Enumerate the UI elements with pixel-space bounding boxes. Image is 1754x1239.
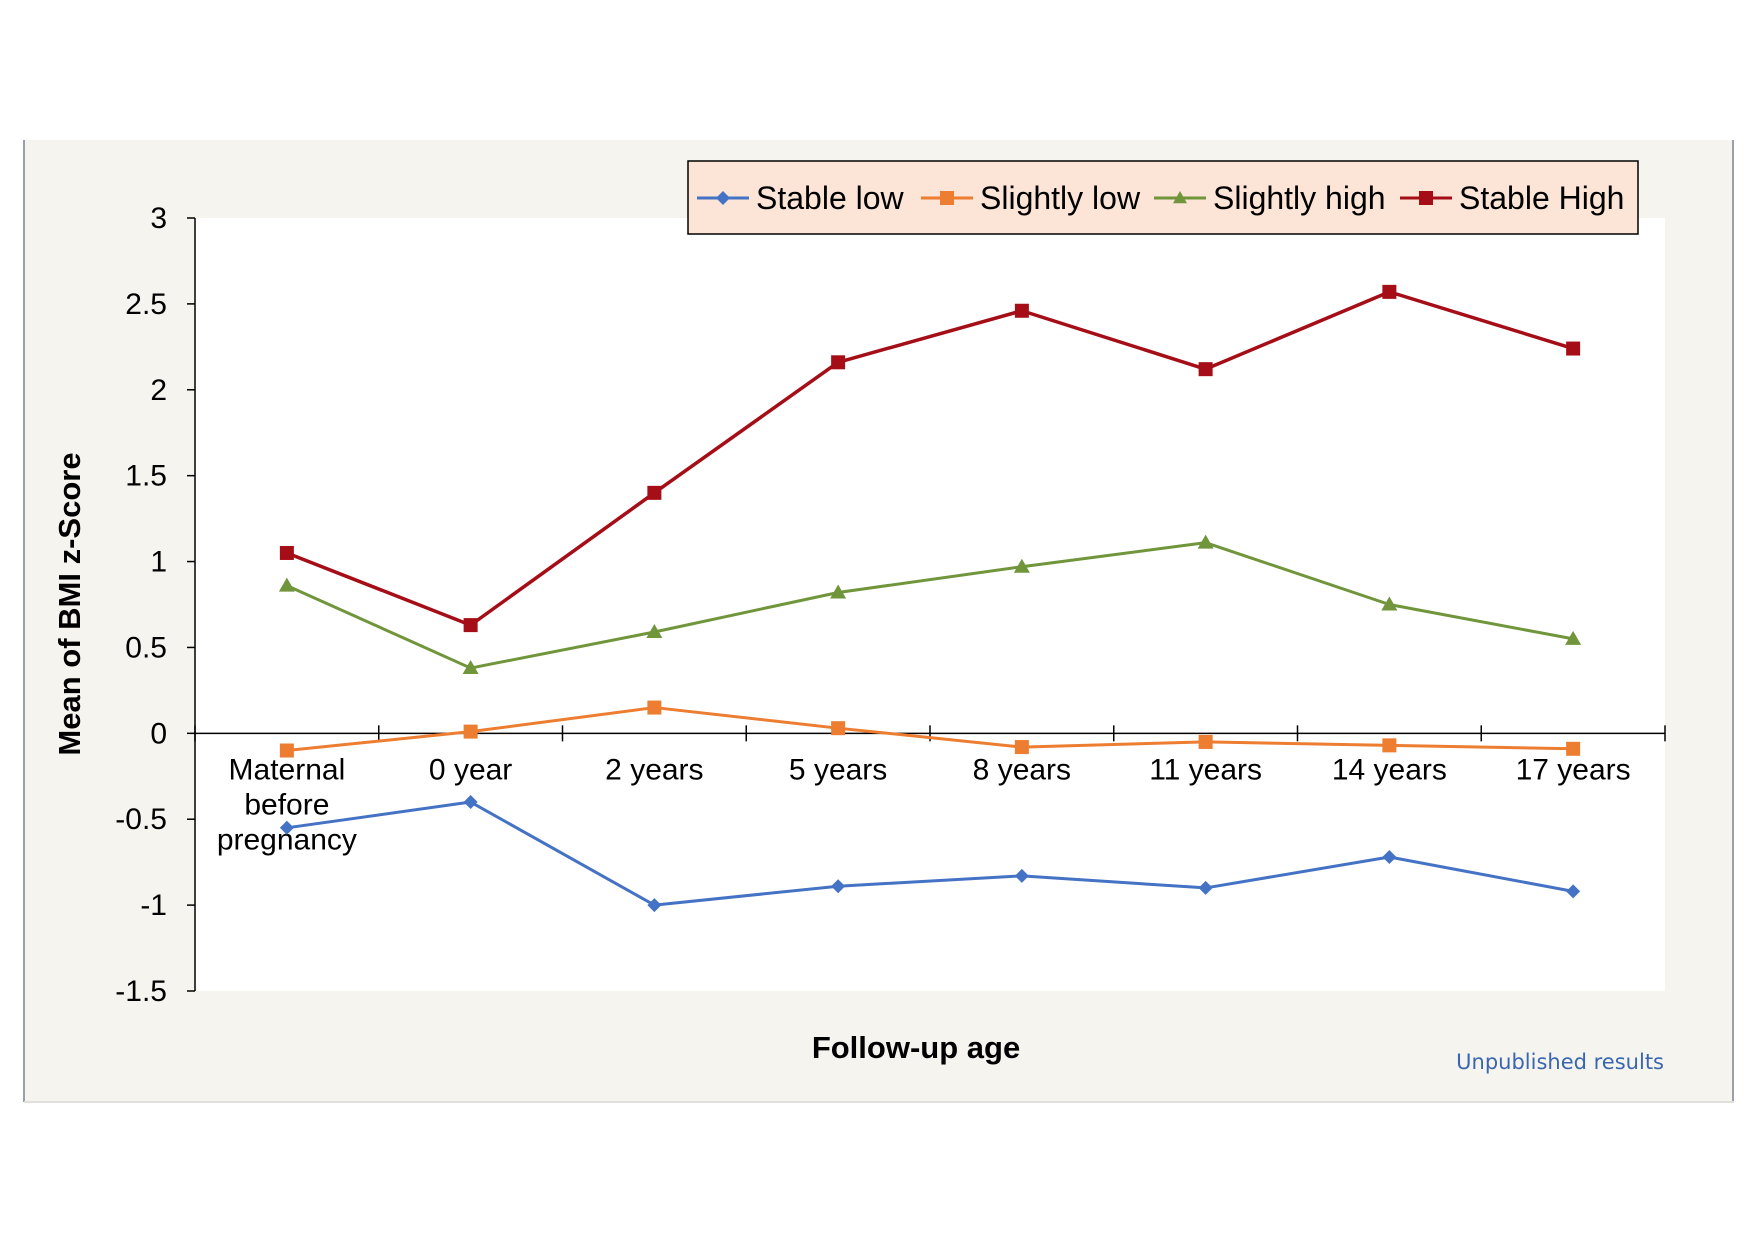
- data-point: [830, 584, 847, 599]
- y-axis-title: Mean of BMI z-Score: [52, 452, 87, 755]
- legend-item: Slightly high: [1154, 180, 1386, 216]
- data-point: [1566, 741, 1581, 756]
- legend-label: Stable low: [756, 180, 905, 216]
- data-point: [831, 355, 846, 370]
- data-point: [463, 618, 478, 633]
- y-tick-label: 2: [150, 374, 167, 407]
- data-point: [1014, 303, 1029, 318]
- unpublished-note: Unpublished results: [1456, 1050, 1664, 1074]
- y-tick-label: 1: [150, 546, 167, 579]
- data-point: [1382, 850, 1397, 865]
- x-tick-label: 14 years: [1332, 753, 1447, 786]
- data-point: [831, 721, 846, 736]
- series-line-stable-high: [286, 290, 1574, 627]
- y-tick-label: -0.5: [115, 803, 167, 836]
- data-point: [1565, 630, 1582, 645]
- x-tick-label: 11 years: [1149, 753, 1262, 786]
- data-point: [1382, 738, 1397, 753]
- data-point: [462, 660, 479, 675]
- series-line-stable-low: [286, 800, 1574, 907]
- data-point: [1198, 734, 1213, 749]
- data-point: [1566, 884, 1581, 899]
- legend-label: Slightly low: [980, 180, 1141, 216]
- x-tick-label: Maternal: [229, 753, 346, 786]
- y-tick-label: 0: [150, 717, 167, 750]
- legend-marker: [716, 191, 730, 205]
- data-point: [1197, 534, 1214, 549]
- data-point: [647, 898, 662, 913]
- series-group: [278, 284, 1582, 913]
- legend-label: Stable High: [1459, 180, 1624, 216]
- data-point: [279, 820, 294, 835]
- y-tick-label: -1: [140, 889, 167, 922]
- data-point: [647, 700, 662, 715]
- legend: Stable low Slightly low Slightly high Stabl…: [687, 160, 1639, 235]
- data-point: [831, 879, 846, 894]
- data-point: [1381, 596, 1398, 611]
- x-tick-label: 5 years: [789, 753, 887, 786]
- y-tick-label: -1.5: [115, 975, 167, 1008]
- x-tick-label: 0 year: [429, 753, 512, 786]
- data-point: [1198, 880, 1213, 895]
- y-tick-label: 3: [150, 202, 167, 235]
- data-point: [279, 545, 294, 560]
- legend-marker: [1419, 191, 1433, 205]
- data-point: [647, 485, 662, 500]
- x-tick-label: 2 years: [605, 753, 703, 786]
- legend-label: Slightly high: [1213, 180, 1386, 216]
- series-line-slightly-high: [286, 541, 1574, 670]
- data-point: [463, 795, 478, 810]
- series-slightly-low: [279, 700, 1581, 758]
- data-point: [646, 623, 663, 638]
- data-point: [278, 577, 295, 592]
- legend-item: Stable High: [1400, 180, 1624, 216]
- data-point: [463, 724, 478, 739]
- data-point: [1382, 284, 1397, 299]
- data-point: [1566, 341, 1581, 356]
- x-tick-label: 8 years: [973, 753, 1071, 786]
- data-point: [279, 743, 294, 758]
- legend-item: Slightly low: [921, 180, 1141, 216]
- series-stable-high: [279, 284, 1581, 633]
- data-point: [1198, 362, 1213, 377]
- data-point: [1014, 868, 1029, 883]
- data-point: [1014, 740, 1029, 755]
- legend-marker: [1173, 191, 1187, 204]
- series-line-slightly-low: [286, 706, 1574, 753]
- series-stable-low: [279, 795, 1581, 913]
- x-axis-title: Follow-up age: [812, 1030, 1020, 1065]
- x-tick-label: before: [244, 788, 329, 821]
- y-tick-label: 2.5: [125, 288, 167, 321]
- series-slightly-high: [278, 534, 1582, 675]
- legend-items: Stable low Slightly low Slightly high Stabl…: [697, 180, 1624, 216]
- data-point: [1013, 558, 1030, 573]
- legend-item: Stable low: [697, 180, 905, 216]
- x-tick-label: 17 years: [1516, 753, 1631, 786]
- y-tick-label: 0.5: [125, 631, 167, 664]
- legend-marker: [940, 191, 954, 205]
- y-tick-label: 1.5: [125, 460, 167, 493]
- legend-box: [687, 160, 1639, 235]
